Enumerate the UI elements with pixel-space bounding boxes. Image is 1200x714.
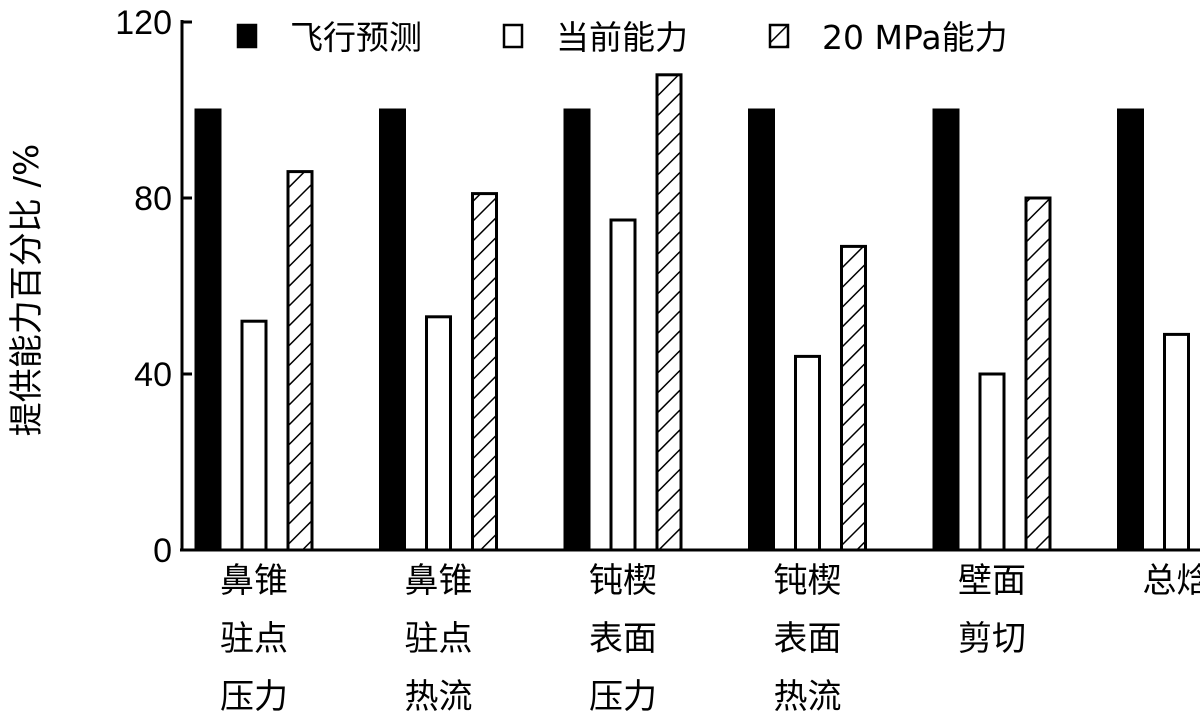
category-label: 驻点 — [220, 619, 288, 659]
category-label: 钝楔 — [589, 561, 657, 601]
bar-solid — [194, 108, 222, 552]
category-label: 鼻锥 — [220, 561, 288, 601]
y-tick-label: 120 — [115, 4, 172, 42]
bar-hollow — [609, 218, 637, 552]
legend-swatch-solid — [236, 23, 258, 49]
bar-solid — [748, 108, 775, 552]
category-label: 剪切 — [958, 619, 1026, 659]
legend: 飞行预测 当前能力 20 MPa能力 — [236, 18, 1008, 57]
legend-label: 当前能力 — [556, 18, 688, 57]
bar-hatched — [840, 244, 867, 552]
bar-hatched — [655, 73, 683, 552]
bar-hollow — [425, 315, 452, 552]
bar-hatched — [1024, 196, 1052, 552]
bar-hollow — [978, 372, 1006, 552]
y-tick-label: 0 — [153, 532, 172, 570]
y-ticks: 0 40 80 120 — [115, 4, 192, 570]
category-label: 压力 — [220, 677, 288, 714]
bar-solid — [563, 108, 591, 552]
bar-hatched — [286, 170, 314, 552]
bar-hollow — [794, 354, 821, 552]
category-label: 热流 — [405, 677, 473, 714]
bar-hollow — [240, 319, 268, 552]
category-label: 表面 — [589, 619, 657, 659]
bar-solid — [1117, 108, 1144, 552]
category-label: 热流 — [774, 677, 842, 714]
category-label: 鼻锥 — [405, 561, 473, 601]
category-label: 表面 — [774, 619, 842, 659]
bars — [194, 73, 1190, 552]
legend-label: 飞行预测 — [290, 18, 422, 57]
category-label: 壁面 — [958, 561, 1026, 601]
bar-solid — [379, 108, 406, 552]
legend-swatch-hollow — [502, 23, 524, 49]
category-label: 总焓 — [1143, 561, 1200, 601]
bar-hatched — [471, 192, 498, 552]
bar-hollow — [1163, 332, 1190, 552]
y-tick-label: 80 — [134, 180, 172, 218]
y-tick-label: 40 — [134, 356, 172, 394]
y-axis-label: 提供能力百分比 /% — [7, 144, 47, 437]
category-label: 驻点 — [405, 619, 473, 659]
category-label: 钝楔 — [774, 561, 842, 601]
legend-label: 20 MPa能力 — [822, 18, 1008, 57]
category-label: 压力 — [589, 677, 657, 714]
legend-swatch-hatched — [768, 23, 790, 49]
bar-solid — [932, 108, 960, 552]
